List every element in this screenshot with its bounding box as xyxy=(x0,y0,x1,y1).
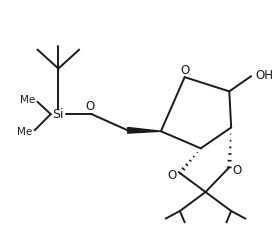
Text: Me: Me xyxy=(17,127,33,137)
Text: Me: Me xyxy=(20,95,36,105)
Text: O: O xyxy=(85,100,94,113)
Text: OH: OH xyxy=(256,69,274,82)
Text: O: O xyxy=(232,164,242,177)
Text: O: O xyxy=(168,169,177,182)
Text: Si: Si xyxy=(53,108,64,121)
Text: O: O xyxy=(180,64,189,77)
Polygon shape xyxy=(128,128,161,133)
